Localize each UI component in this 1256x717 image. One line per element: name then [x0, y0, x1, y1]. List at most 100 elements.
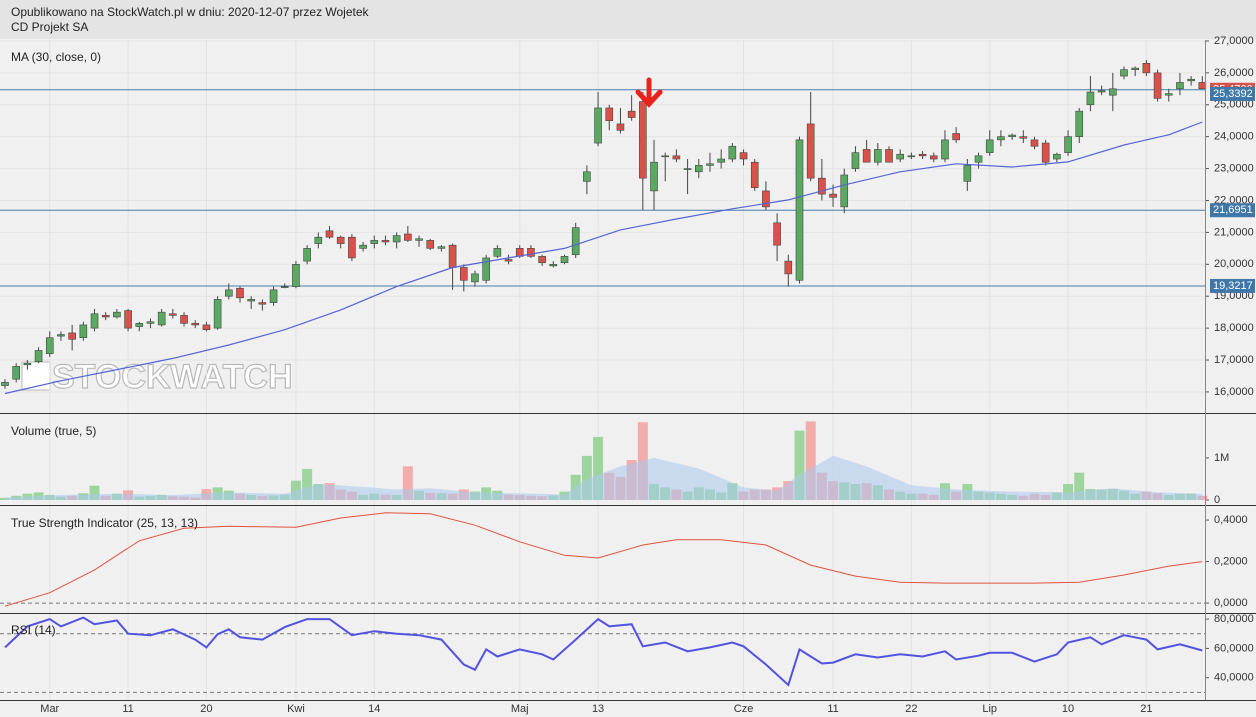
- candle-body: [997, 136, 1005, 141]
- candle-body: [325, 230, 334, 238]
- volume-bar: [302, 468, 313, 500]
- price-label: 19,3217: [1213, 280, 1253, 292]
- candle-body: [929, 155, 938, 160]
- y-tick-label: 40,0000: [1214, 672, 1254, 684]
- volume-bar: [1197, 495, 1208, 500]
- candle-body: [303, 248, 311, 262]
- candle-body: [1164, 93, 1173, 96]
- candle-body: [23, 362, 32, 366]
- candle-body: [941, 139, 949, 160]
- header-band: [0, 0, 1256, 39]
- volume-bar: [794, 430, 805, 500]
- volume-bar: [1074, 472, 1085, 500]
- candle-body: [314, 236, 323, 244]
- candle-body: [236, 287, 244, 299]
- volume-bar: [593, 436, 604, 500]
- candle-body: [191, 323, 200, 326]
- price-label: 25,3392: [1213, 88, 1253, 100]
- header-line: Opublikowano na StockWatch.pl w dniu: 20…: [11, 5, 370, 19]
- candle-body: [1097, 90, 1106, 93]
- candle-body: [157, 311, 166, 326]
- y-tick-label: 16,0000: [1214, 386, 1254, 398]
- candle-body: [1041, 142, 1050, 163]
- candle-body: [605, 107, 614, 122]
- watermark-icon: [21, 361, 51, 391]
- panel-title: MA (30, close, 0): [11, 50, 101, 64]
- x-tick-label: Cze: [734, 703, 754, 715]
- candle-body: [146, 321, 155, 324]
- candle-body: [124, 310, 132, 329]
- y-tick-label: 23,0000: [1214, 162, 1254, 174]
- candle-body: [1131, 67, 1139, 70]
- candle-body: [896, 153, 905, 160]
- candle-body: [1176, 82, 1184, 90]
- candle-body: [213, 299, 222, 329]
- candle-body: [1187, 78, 1195, 82]
- candle-body: [34, 350, 43, 362]
- candle-body: [1019, 136, 1028, 139]
- candle-body: [415, 238, 423, 241]
- candle-body: [135, 323, 144, 327]
- x-tick-label: 11: [827, 703, 838, 715]
- header-line: CD Projekt SA: [11, 20, 88, 34]
- candle-body: [459, 267, 468, 281]
- candle-body: [728, 145, 737, 160]
- candle-body: [750, 161, 759, 189]
- candle-body: [1142, 62, 1151, 74]
- candle-body: [1, 382, 9, 386]
- candle-body: [269, 289, 278, 303]
- candle-body: [404, 233, 412, 241]
- x-tick-label: Maj: [511, 703, 529, 715]
- annotation-arrow: [635, 77, 663, 108]
- x-tick-label: 22: [905, 703, 917, 715]
- x-tick-label: 21: [1140, 703, 1152, 715]
- price-label-box: [1210, 203, 1255, 218]
- candle-body: [840, 174, 849, 208]
- candle-body: [717, 158, 725, 163]
- candle-body: [113, 311, 121, 318]
- candle-body: [773, 222, 781, 246]
- candle-body: [985, 139, 994, 153]
- price-label-box: [1210, 278, 1255, 293]
- candle-body: [974, 155, 983, 163]
- x-tick-label: Kwi: [287, 703, 305, 715]
- candle-body: [202, 324, 211, 331]
- volume-bar: [402, 466, 413, 500]
- candle-body: [426, 240, 435, 249]
- candle-body: [1030, 139, 1039, 147]
- y-tick-label: 27,0000: [1214, 35, 1254, 47]
- candle-body: [101, 315, 110, 318]
- plot-layer: Mar 11 20 Kwi 14 Maj 13 Cze 11 22 Lip 10 21 16,0000 17…: [0, 35, 1256, 715]
- candle-body: [874, 149, 882, 163]
- candle-body: [639, 101, 647, 179]
- y-tick-label: 80,0000: [1214, 613, 1254, 625]
- candle-body: [336, 236, 345, 244]
- candle-body: [683, 168, 692, 170]
- candle-body: [68, 332, 76, 340]
- candle-body: [437, 246, 446, 249]
- volume-bar: [290, 480, 301, 500]
- candle-body: [247, 299, 255, 302]
- candle-body: [258, 302, 267, 305]
- y-tick-label: 18,0000: [1214, 322, 1254, 334]
- candle-body: [560, 256, 569, 264]
- price-label-box: [1210, 86, 1255, 101]
- candle-body: [90, 313, 99, 329]
- candle-body: [1153, 72, 1162, 99]
- indicator-line: [4, 616, 1203, 687]
- volume-bar: [89, 485, 100, 500]
- panel-title: RSI (14): [11, 623, 56, 637]
- x-tick-label: 11: [122, 703, 133, 715]
- candle-body: [370, 240, 379, 244]
- y-tick-label: 19,0000: [1214, 290, 1254, 302]
- candle-body: [795, 139, 804, 281]
- candle-body: [1198, 82, 1207, 90]
- candle-body: [706, 163, 714, 166]
- candle-body: [348, 236, 356, 259]
- candle-body: [650, 161, 658, 192]
- y-tick-label: 0,2000: [1214, 555, 1248, 567]
- candle-body: [57, 334, 65, 337]
- y-tick-label: 0,0000: [1214, 597, 1248, 609]
- panel-title: Volume (true, 5): [11, 424, 96, 438]
